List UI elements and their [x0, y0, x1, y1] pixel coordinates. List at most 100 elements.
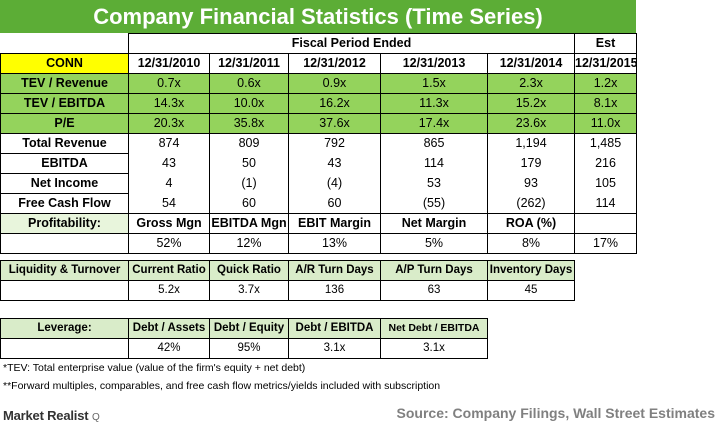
page-title: Company Financial Statistics (Time Serie… — [0, 0, 636, 33]
financial-table: Fiscal Period Ended Est CONN 12/31/2010 … — [0, 33, 638, 254]
metric-value: 95% — [209, 338, 289, 359]
value-cell: 8.1x — [574, 93, 638, 114]
period-header: 12/31/2014 — [486, 53, 576, 74]
value-cell: 20.3x — [128, 113, 210, 134]
value-cell: 50 — [209, 153, 289, 174]
metric-value: 42% — [128, 338, 210, 359]
value-cell: 11.0x — [574, 113, 638, 134]
metric-header: Gross Mgn — [128, 213, 210, 234]
value-cell: 15.2x — [486, 93, 576, 114]
metric-header: Inventory Days — [487, 260, 575, 281]
value-cell: 216 — [574, 153, 638, 174]
metric-header: Net Margin — [380, 213, 488, 234]
metric-header: Debt / Equity — [209, 318, 289, 339]
period-header: 12/31/2011 — [209, 53, 289, 74]
metric-header: Net Debt / EBITDA — [380, 318, 488, 339]
metric-value: 3.1x — [380, 338, 488, 359]
financial-row: Total Revenue 874 809 792 865 1,194 1,48… — [0, 133, 638, 154]
liquidity-table: Liquidity & Turnover Current Ratio Quick… — [0, 260, 575, 301]
row-label: P/E — [0, 113, 129, 134]
metric-header: ROA (%) — [486, 213, 576, 234]
brand-mark-icon: Q — [91, 412, 100, 423]
value-cell: 874 — [128, 133, 210, 154]
value-cell: 53 — [380, 173, 488, 194]
profitability-value-row: 52% 12% 13% 5% 8% 17% — [0, 233, 638, 254]
row-label: TEV / Revenue — [0, 73, 129, 94]
value-cell: (1) — [209, 173, 289, 194]
metric-value: 13% — [288, 233, 381, 254]
value-cell: 2.3x — [486, 73, 576, 94]
period-header: 12/31/2010 — [128, 53, 210, 74]
value-cell: 23.6x — [486, 113, 576, 134]
metric-value: 5% — [380, 233, 488, 254]
value-cell: (4) — [288, 173, 381, 194]
value-cell: 43 — [288, 153, 381, 174]
value-cell: 0.6x — [209, 73, 289, 94]
value-cell: 54 — [128, 193, 210, 214]
metric-value: 8% — [486, 233, 576, 254]
value-cell: 179 — [486, 153, 576, 174]
row-label: EBITDA — [0, 153, 129, 174]
value-cell: 1.5x — [380, 73, 488, 94]
metric-value: 3.1x — [288, 338, 381, 359]
financial-row: Free Cash Flow 54 60 60 (55) (262) 114 — [0, 193, 638, 214]
multiple-row: TEV / EBITDA 14.3x 10.0x 16.2x 11.3x 15.… — [0, 93, 638, 114]
source-note: Source: Company Filings, Wall Street Est… — [396, 405, 715, 421]
liquidity-label: Liquidity & Turnover — [0, 260, 129, 281]
value-cell: 114 — [380, 153, 488, 174]
footnote: *TEV: Total enterprise value (value of t… — [3, 362, 306, 374]
metric-header: Debt / EBITDA — [288, 318, 381, 339]
footnote: **Forward multiples, comparables, and fr… — [3, 380, 441, 392]
value-cell: 60 — [288, 193, 381, 214]
financial-row: EBITDA 43 50 43 114 179 216 — [0, 153, 638, 174]
value-cell: 809 — [209, 133, 289, 154]
value-cell: 4 — [128, 173, 210, 194]
multiple-row: P/E 20.3x 35.8x 37.6x 17.4x 23.6x 11.0x — [0, 113, 638, 134]
value-cell: 14.3x — [128, 93, 210, 114]
period-header: 12/31/2015 — [574, 53, 638, 74]
value-cell: 35.8x — [209, 113, 289, 134]
metric-header: EBIT Margin — [288, 213, 381, 234]
metric-header: Current Ratio — [128, 260, 210, 281]
period-header: 12/31/2012 — [288, 53, 381, 74]
metric-header: A/R Turn Days — [288, 260, 381, 281]
profitability-label: Profitability: — [0, 213, 129, 234]
ticker-cell: CONN — [0, 53, 129, 74]
brand-name: Market Realist — [3, 408, 89, 423]
metric-value: 52% — [128, 233, 210, 254]
financial-row: Net Income 4 (1) (4) 53 93 105 — [0, 173, 638, 194]
value-cell: 16.2x — [288, 93, 381, 114]
metric-value: 45 — [487, 280, 575, 301]
metric-value: 63 — [380, 280, 488, 301]
value-cell: 105 — [574, 173, 638, 194]
row-label: Net Income — [0, 173, 129, 194]
multiple-row: TEV / Revenue 0.7x 0.6x 0.9x 1.5x 2.3x 1… — [0, 73, 638, 94]
value-cell: 93 — [486, 173, 576, 194]
value-cell: 37.6x — [288, 113, 381, 134]
leverage-label: Leverage: — [0, 318, 129, 339]
metric-header: Quick Ratio — [209, 260, 289, 281]
value-cell: (55) — [380, 193, 488, 214]
fiscal-period-header: Fiscal Period Ended — [127, 33, 576, 54]
metric-value: 17% — [574, 233, 638, 254]
value-cell: 0.9x — [288, 73, 381, 94]
metric-value: 12% — [209, 233, 289, 254]
value-cell: 792 — [288, 133, 381, 154]
blank-cell — [0, 280, 129, 301]
metric-header — [574, 213, 638, 234]
value-cell: 10.0x — [209, 93, 289, 114]
metric-value: 5.2x — [128, 280, 210, 301]
value-cell: 865 — [380, 133, 488, 154]
value-cell: 114 — [574, 193, 638, 214]
period-header: 12/31/2013 — [380, 53, 488, 74]
blank-cell — [0, 338, 129, 359]
corner-cell — [0, 33, 129, 54]
value-cell: 0.7x — [128, 73, 210, 94]
blank-cell — [0, 233, 129, 254]
metric-header: A/P Turn Days — [380, 260, 488, 281]
leverage-table: Leverage: Debt / Assets Debt / Equity De… — [0, 318, 488, 359]
value-cell: 1.2x — [574, 73, 638, 94]
brand-logo: Market Realist Q — [3, 408, 100, 423]
value-cell: 17.4x — [380, 113, 488, 134]
value-cell: 43 — [128, 153, 210, 174]
